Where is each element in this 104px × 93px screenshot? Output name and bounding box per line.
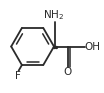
Text: OH: OH bbox=[85, 41, 101, 52]
Text: O: O bbox=[64, 67, 72, 77]
Text: NH$_2$: NH$_2$ bbox=[43, 8, 65, 22]
Text: F: F bbox=[15, 71, 21, 81]
